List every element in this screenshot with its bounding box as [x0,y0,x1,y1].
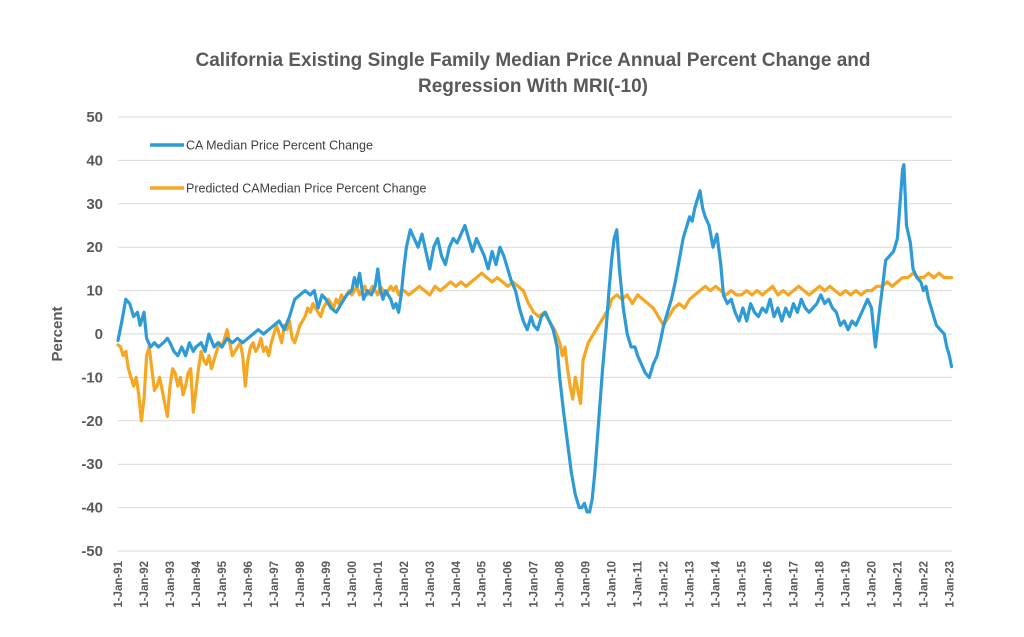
x-tick-label: 1-Jan-00 [347,561,359,608]
legend: CA Median Price Percent Change Predicted… [150,139,426,196]
x-tick-label: 1-Jan-06 [503,561,515,608]
x-tick-label: 1-Jan-18 [814,560,826,607]
x-tick-label: 1-Jan-14 [711,560,723,607]
x-tick-label: 1-Jan-21 [892,560,904,607]
y-tick-label: 50 [86,109,103,126]
x-tick-label: 1-Jan-22 [918,561,930,608]
y-axis-ticks: 50 40 30 20 10 0 -10 -20 -30 -40 -50 [81,109,103,560]
x-axis-ticks: 1-Jan-91 1-Jan-92 1-Jan-93 1-Jan-94 1-Jan-95… [113,560,956,607]
x-tick-label: 1-Jan-13 [685,561,697,608]
x-tick-label: 1-Jan-12 [659,561,671,608]
y-tick-label: 0 [95,326,103,343]
x-tick-label: 1-Jan-11 [633,560,645,607]
x-tick-label: 1-Jan-17 [789,561,801,608]
x-tick-label: 1-Jan-03 [425,561,437,608]
y-tick-label: -20 [81,413,103,430]
x-tick-label: 1-Jan-98 [295,560,307,607]
legend-label-ca-median: CA Median Price Percent Change [186,139,373,153]
x-tick-label: 1-Jan-16 [763,561,775,608]
chart-title-line2: Regression With MRI(-10) [418,76,648,97]
x-tick-label: 1-Jan-02 [399,561,411,608]
x-tick-label: 1-Jan-92 [139,561,151,608]
y-tick-label: -40 [81,500,103,517]
x-tick-label: 1-Jan-09 [581,561,593,608]
y-tick-label: 40 [86,152,103,169]
x-tick-label: 1-Jan-07 [529,561,541,608]
x-tick-label: 1-Jan-01 [373,560,385,607]
y-tick-label: -50 [81,543,103,560]
x-tick-label: 1-Jan-94 [191,560,203,607]
y-tick-label: 30 [86,196,103,213]
x-tick-label: 1-Jan-97 [269,561,281,608]
x-tick-label: 1-Jan-95 [217,560,229,607]
series-line-predicted [116,271,954,423]
x-tick-label: 1-Jan-08 [555,560,567,607]
x-tick-label: 1-Jan-93 [165,561,177,608]
y-tick-label: 20 [86,239,103,256]
x-tick-label: 1-Jan-91 [113,560,125,607]
x-tick-label: 1-Jan-05 [477,560,489,607]
chart-title-line1: California Existing Single Family Median… [195,50,870,71]
x-tick-label: 1-Jan-96 [243,561,255,608]
gridlines [118,116,952,552]
series-line-ca-median [116,163,954,514]
x-tick-label: 1-Jan-23 [944,561,956,608]
x-tick-label: 1-Jan-99 [321,561,333,608]
y-tick-label: -10 [81,369,103,386]
y-tick-label: -30 [81,456,103,473]
x-tick-label: 1-Jan-20 [866,561,878,608]
y-tick-label: 10 [86,283,103,300]
y-axis-label: Percent [49,306,66,361]
x-tick-label: 1-Jan-10 [607,561,619,608]
x-tick-label: 1-Jan-15 [737,560,749,607]
series-lines [116,163,954,514]
legend-label-predicted: Predicted CAMedian Price Percent Change [186,182,426,196]
x-tick-label: 1-Jan-19 [840,561,852,608]
x-tick-label: 1-Jan-04 [451,560,463,607]
